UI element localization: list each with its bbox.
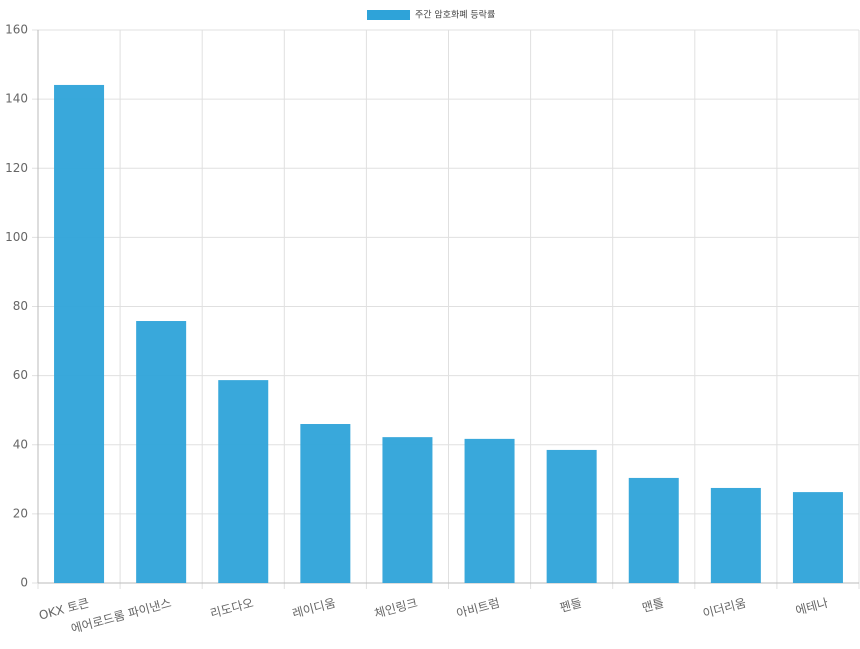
y-tick-label: 0: [20, 576, 28, 590]
y-tick-label: 80: [13, 299, 28, 313]
y-tick-label: 60: [13, 368, 28, 382]
y-tick-label: 100: [5, 230, 28, 244]
bar: [710, 487, 761, 583]
y-tick-label: 160: [5, 23, 28, 37]
bar: [464, 438, 515, 583]
y-tick-label: 140: [5, 92, 28, 106]
bar: [382, 437, 433, 583]
bar: [628, 477, 679, 583]
legend-label: 주간 암호화폐 등락률: [415, 9, 495, 21]
x-tick-label: 아비트럼: [455, 596, 501, 621]
bar: [136, 321, 187, 583]
legend-swatch: [367, 10, 410, 20]
y-tick-label: 40: [13, 437, 28, 451]
x-tick-label: 맨틀: [640, 596, 665, 615]
y-tick-label: 20: [13, 506, 28, 520]
y-tick-label: 120: [5, 161, 28, 175]
x-tick-label: 리도다오: [209, 596, 255, 621]
bar: [218, 380, 269, 583]
x-tick-label: 펜들: [558, 596, 583, 615]
x-tick-label: 체인링크: [373, 596, 419, 621]
bar: [546, 449, 597, 583]
bar: [54, 84, 105, 583]
bar: [792, 492, 843, 583]
x-tick-label: 이더리움: [701, 596, 747, 621]
bar: [300, 424, 351, 583]
x-tick-label: 레이디움: [291, 596, 337, 621]
x-tick-label: 에테나: [794, 596, 830, 618]
